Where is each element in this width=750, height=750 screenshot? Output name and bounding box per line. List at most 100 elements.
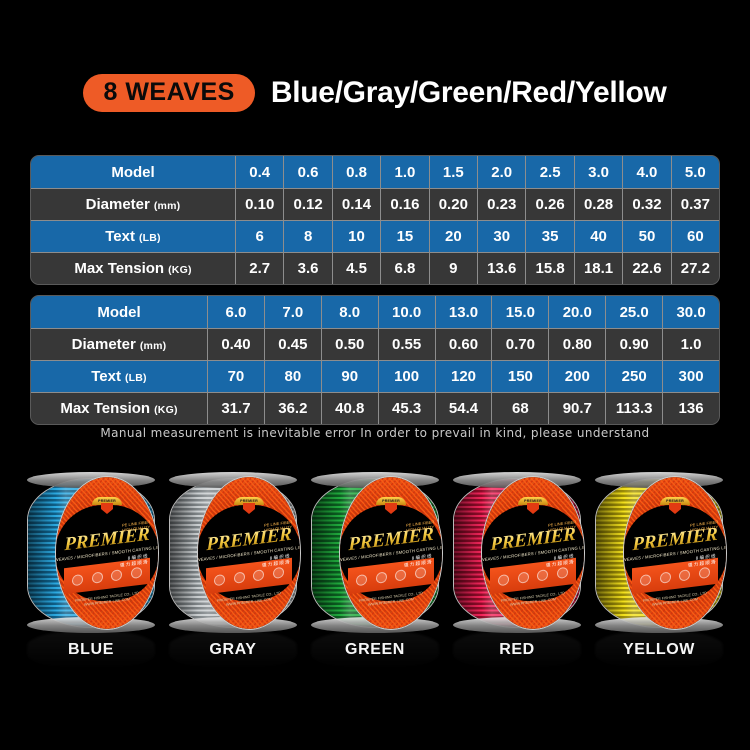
table-cell: 45.3 [379,393,436,424]
table-cell: 0.80 [549,329,607,360]
color-variant-label: GREEN [345,641,405,658]
feature-icon [272,566,284,579]
table-cell: 20.0 [549,296,607,328]
row-header-label: Text [91,368,121,385]
crest-arc [518,497,548,505]
spool-variant[interactable]: PREMIER PREMIER PE LINE FIBER HIGH QUALITY 8… [24,470,159,670]
crest-arc [234,497,264,505]
spool-variant[interactable]: PREMIER PREMIER PE LINE FIBER HIGH QUALITY 8… [308,470,443,670]
spool-variant[interactable]: PREMIER PREMIER PE LINE FIBER HIGH QUALITY 8… [592,470,727,670]
crest-wordmark: PREMIER [98,499,116,503]
table-cell: 0.12 [284,189,333,220]
spool-label-disc: PREMIER PREMIER PE LINE FIBER HIGH QUALITY 8… [197,476,301,630]
table-cell: 0.50 [322,329,379,360]
page-title: Blue/Gray/Green/Red/Yellow [270,76,667,109]
table-cell: 3.6 [284,253,333,284]
crest-shield [527,503,539,514]
color-variant-label: RED [499,641,535,658]
table-cell: 4.5 [333,253,382,284]
spool-reflection [27,630,155,670]
feature-icon [414,566,426,579]
table-cell: 1.0 [381,156,430,188]
row-header-cell: Text (LB) [31,221,236,252]
table-cell: 1.5 [430,156,479,188]
table-cell: 100 [379,361,436,392]
row-header-cell: Max Tension (KG) [31,393,208,424]
table-cell: 40 [575,221,624,252]
feature-icon [537,568,549,581]
table-cell: 0.26 [526,189,575,220]
table-cell: 5.0 [684,163,706,181]
measurement-disclaimer: Manual measurement is inevitable error I… [100,426,650,440]
color-variant-gallery: PREMIER PREMIER PE LINE FIBER HIGH QUALITY 8… [0,470,750,700]
row-header-unit: (mm) [139,339,167,352]
row-header-label: Text [105,228,135,245]
spool-image: PREMIER PREMIER PE LINE FIBER HIGH QUALITY 8… [451,470,585,670]
table-cell: 0.55 [379,329,436,360]
table-cell: 0.28 [575,189,624,220]
table-cell: 25.0 [606,296,664,328]
table-row: Diameter (mm) 0.40 0.45 0.50 0.55 0.60 0.70 0.80… [31,328,719,360]
row-header-label: Max Tension [60,400,151,417]
feature-icon [130,566,142,579]
table-cell: 18.1 [575,253,624,284]
crest-shield [101,503,113,514]
table-cell: 50 [623,221,672,252]
table-cell: 30.0 [676,303,706,321]
color-variant-label: YELLOW [622,641,696,658]
feature-icon [498,573,510,586]
feature-icon [679,568,691,581]
row-header-cell: Max Tension (KG) [31,253,236,284]
table-cell: 40.8 [322,393,379,424]
table-cell: 15 [381,221,430,252]
table-cell: 0.6 [284,156,333,188]
row-header-label: Diameter [85,196,150,213]
weaves-badge: 8 WEAVES [83,74,255,112]
table-cell: 54.4 [436,393,493,424]
table-cell: 10 [333,221,382,252]
table-cell: 200 [549,361,607,392]
spool-label-disc: PREMIER PREMIER PE LINE FIBER HIGH QUALITY 8… [339,476,443,630]
feature-icon [698,566,710,579]
table-cell: 13.6 [478,253,527,284]
spool-reflection [453,630,581,670]
crest-wordmark: PREMIER [240,499,258,503]
table-row: Diameter (mm) 0.10 0.12 0.14 0.16 0.20 0.23 0.26… [31,188,719,220]
crest-arc [376,497,406,505]
table-cell: 0.37 [680,196,710,213]
table-cell: 0.70 [492,329,550,360]
table-cell: 10.0 [379,296,436,328]
spool-label-disc: PREMIER PREMIER PE LINE FIBER HIGH QUALITY 8… [623,476,727,630]
spool-reflection [169,630,297,670]
row-header-label: Model [97,303,141,321]
crest-wordmark: PREMIER [666,499,684,503]
table-cell: 0.4 [236,156,285,188]
table-cell: 6.0 [208,296,265,328]
table-cell: 35 [526,221,575,252]
table-cell: 0.16 [381,189,430,220]
feature-icon [253,568,265,581]
feature-icon [91,571,103,584]
feature-icon [640,573,652,586]
table-cell: 30 [478,221,527,252]
spool-variant[interactable]: PREMIER PREMIER PE LINE FIBER HIGH QUALITY 8… [450,470,585,670]
table-cell: 8.0 [322,296,379,328]
table-cell: 6.8 [381,253,430,284]
table-cell: 120 [436,361,493,392]
row-header-cell: Model [31,156,236,188]
table-cell: 3.0 [575,156,624,188]
feature-icon [214,573,226,586]
spool-variant[interactable]: PREMIER PREMIER PE LINE FIBER HIGH QUALITY 8… [166,470,301,670]
crest-wordmark: PREMIER [524,499,542,503]
table-row: Text (LB) 6 8 10 15 20 30 35 40 50 60 [31,220,719,252]
table-cell: 70 [208,361,265,392]
table-cell: 15.8 [526,253,575,284]
spool-label-disc: PREMIER PREMIER PE LINE FIBER HIGH QUALITY 8… [481,476,585,630]
table-cell: 113.3 [606,393,664,424]
table-cell: 20 [430,221,479,252]
table-row: Max Tension (KG) 31.7 36.2 40.8 45.3 54.4 68 90.… [31,392,719,424]
table-cell: 4.0 [623,156,672,188]
row-header-cell: Text (LB) [31,361,208,392]
table-cell: 0.14 [333,189,382,220]
